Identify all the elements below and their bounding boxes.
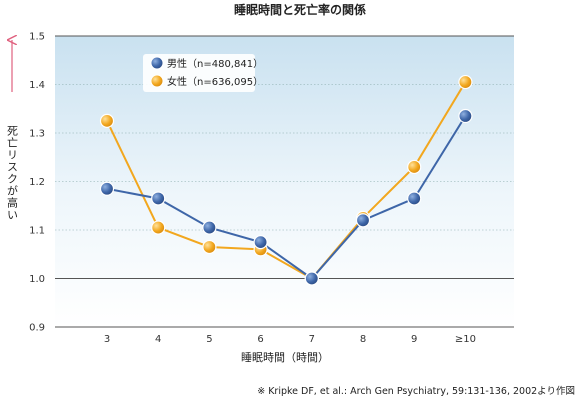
legend-box — [143, 54, 255, 92]
chart-title: 睡眠時間と死亡率の関係 — [234, 2, 366, 17]
data-point — [458, 108, 473, 124]
x-tick-label: 5 — [206, 334, 212, 345]
y-tick-label: 1.0 — [29, 274, 45, 285]
plot-background — [55, 36, 514, 327]
y-tick-label: 1.5 — [29, 32, 45, 43]
x-tick-label: 6 — [257, 334, 263, 345]
y-tick-label: 1.4 — [29, 80, 45, 91]
data-point — [253, 235, 268, 250]
legend-label-male: 男性（n=480,841） — [167, 57, 263, 70]
legend-marker-female — [150, 74, 164, 88]
data-point — [202, 239, 217, 255]
data-point — [407, 191, 422, 206]
y-tick-label: 0.9 — [29, 323, 45, 334]
data-point — [355, 213, 371, 228]
data-point — [151, 191, 166, 206]
data-point — [407, 159, 422, 175]
x-tick-label: 3 — [104, 334, 110, 345]
y-tick-labels: 0.9 1.0 1.1 1.2 1.3 1.4 1.5 — [29, 32, 45, 334]
x-tick-label: 4 — [155, 334, 161, 345]
data-point — [304, 271, 319, 286]
y-tick-label: 1.2 — [29, 177, 45, 188]
data-point — [202, 220, 217, 235]
legend: 男性（n=480,841） 女性（n=636,095） — [143, 54, 263, 92]
source-citation: ※ Kripke DF, et al.: Arch Gen Psychiatry… — [257, 385, 575, 397]
data-point — [99, 181, 115, 196]
x-tick-label: ≥10 — [455, 334, 476, 345]
x-tick-label: 7 — [309, 334, 315, 345]
x-tick-label: 8 — [360, 334, 366, 345]
x-tick-label: 9 — [411, 334, 417, 345]
y-tick-label: 1.1 — [29, 226, 45, 237]
series-line — [106, 81, 467, 280]
legend-marker-male — [150, 56, 164, 70]
series-points — [99, 74, 473, 286]
x-axis-label: 睡眠時間（時間） — [241, 351, 329, 364]
series-line — [106, 115, 467, 280]
legend-label-female: 女性（n=636,095） — [167, 75, 263, 88]
x-tick-labels: 3 4 5 6 7 8 9 ≥10 — [104, 334, 476, 345]
y-axis-label: 死亡リスクが高い — [6, 125, 19, 221]
y-tick-label: 1.3 — [29, 129, 45, 140]
grid-lines — [55, 35, 514, 328]
series-lines — [106, 81, 467, 280]
data-point — [151, 220, 166, 235]
data-point — [99, 113, 115, 128]
data-point — [458, 74, 473, 90]
